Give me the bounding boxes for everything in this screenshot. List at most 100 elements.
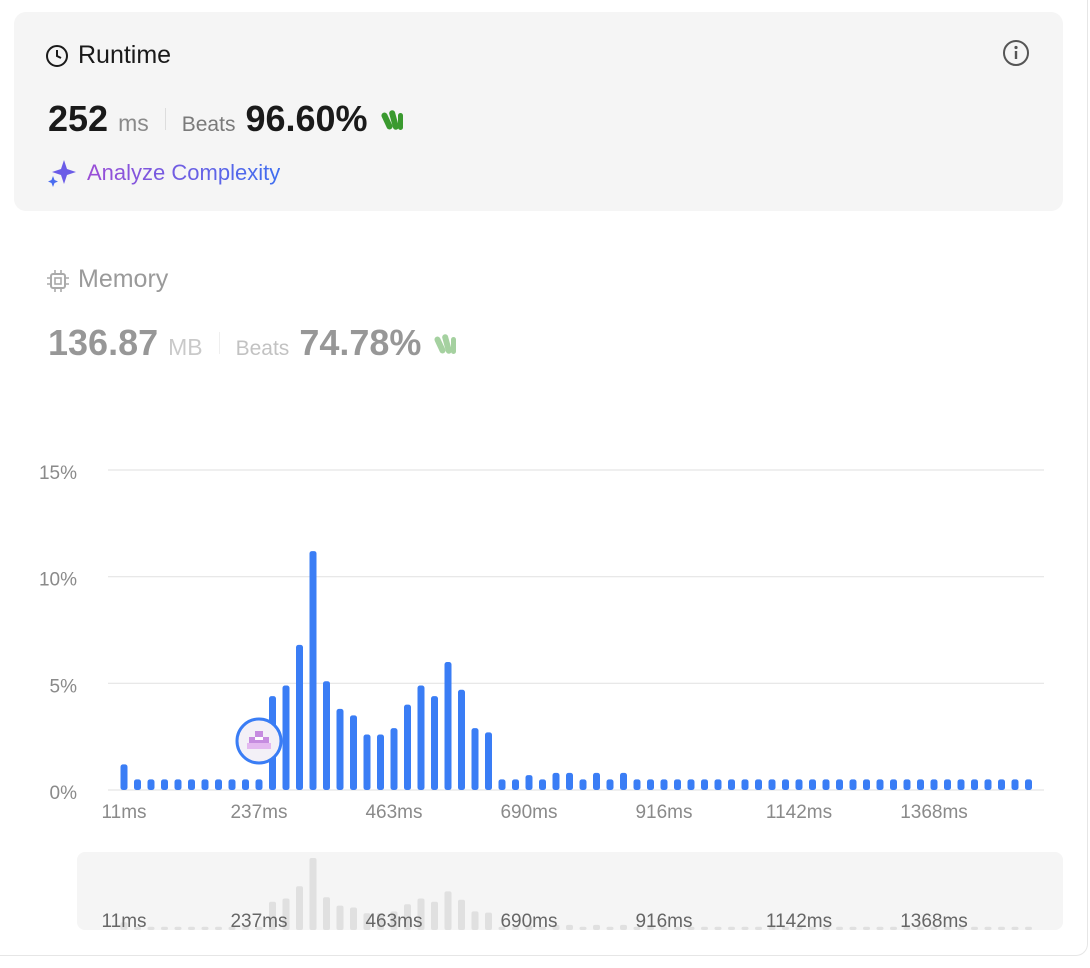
separator	[164, 108, 166, 130]
overview-bar	[552, 924, 560, 930]
overview-bar	[606, 926, 614, 930]
info-icon[interactable]	[1002, 39, 1030, 67]
x-tick-label: 690ms	[500, 802, 557, 823]
overview-bar	[768, 926, 776, 930]
overview-bar	[336, 905, 344, 930]
bar	[431, 696, 438, 790]
overview-tick-label: 463ms	[365, 911, 422, 932]
runtime-title: Runtime	[78, 41, 172, 69]
overview-bar	[525, 925, 533, 930]
y-tick-label: 15%	[39, 463, 77, 484]
overview-bar	[566, 924, 573, 930]
bar	[539, 779, 546, 790]
overview-bar	[903, 926, 911, 930]
bar	[215, 779, 222, 790]
bar	[134, 779, 141, 790]
bar	[944, 779, 951, 790]
overview-bar	[822, 926, 830, 930]
overview-bar	[201, 926, 209, 930]
bar	[728, 779, 735, 790]
bar	[552, 772, 560, 790]
distribution-chart: 0% 5% 10% 15% 11ms 11ms 237ms 237ms 463ms 463ms 69…	[39, 463, 1063, 932]
bar	[404, 704, 411, 790]
bar	[714, 779, 722, 790]
overview-bar	[404, 904, 411, 930]
bar	[309, 551, 317, 790]
memory-unit: MB	[168, 334, 203, 360]
x-tick-label: 237ms	[230, 802, 287, 823]
overview-bar	[147, 926, 155, 930]
clock-icon	[46, 45, 68, 67]
bar	[593, 772, 600, 790]
analyze-complexity[interactable]: Analyze Complexity	[87, 160, 281, 185]
overview-bar	[863, 926, 870, 930]
overview-bar	[444, 891, 452, 930]
bar	[1025, 779, 1032, 790]
overview-bar	[1011, 926, 1019, 930]
user-marker	[235, 717, 283, 765]
overview-bar	[471, 911, 479, 930]
overview-bar	[647, 926, 654, 930]
bar	[755, 779, 762, 790]
bar	[471, 728, 479, 790]
overview-bar	[350, 907, 357, 930]
bar	[606, 779, 614, 790]
bar	[242, 779, 249, 790]
bar	[296, 644, 303, 790]
clap-icon	[381, 110, 403, 130]
overview-bar	[728, 926, 735, 930]
overview-bar	[917, 926, 924, 930]
bar	[458, 689, 465, 790]
y-tick-label: 0%	[50, 783, 78, 804]
bar	[741, 779, 749, 790]
bar	[957, 779, 965, 790]
overview-bar	[755, 926, 762, 930]
overview-bar	[174, 926, 182, 930]
bar	[255, 779, 263, 790]
bar	[822, 779, 830, 790]
overview-bar	[944, 926, 951, 930]
overview-bar	[660, 926, 668, 930]
bar	[444, 662, 452, 790]
bar	[660, 779, 668, 790]
overview-bar	[188, 926, 195, 930]
overview-bar	[498, 926, 506, 930]
memory-title: Memory	[78, 265, 169, 293]
x-tick-label: 916ms	[635, 802, 692, 823]
overview-bar	[674, 926, 681, 930]
beats-label: Beats	[181, 113, 236, 136]
overview-tick-label: 690ms	[500, 911, 557, 932]
overview-bar	[377, 913, 384, 930]
bar	[849, 779, 857, 790]
overview-bar	[458, 899, 465, 930]
beats-label: Beats	[235, 337, 290, 360]
y-tick-label: 5%	[50, 676, 78, 697]
x-tick-label: 463ms	[365, 802, 422, 823]
bar	[795, 779, 803, 790]
overview-bar	[876, 926, 884, 930]
bar	[633, 779, 641, 790]
overview-bar	[836, 926, 843, 930]
overview-bar	[228, 926, 236, 930]
overview-bar	[890, 926, 897, 930]
bar	[512, 779, 519, 790]
bar	[890, 779, 897, 790]
overview-bar	[741, 926, 749, 930]
chip-icon	[47, 270, 69, 292]
overview-bar	[849, 926, 857, 930]
bar	[323, 681, 330, 790]
bar	[417, 685, 425, 790]
bar	[228, 779, 236, 790]
overview-bar	[431, 901, 438, 930]
bar	[350, 715, 357, 790]
bar	[674, 779, 681, 790]
overview-bar	[296, 886, 303, 930]
bar	[1011, 779, 1019, 790]
bar	[903, 779, 911, 790]
bar	[836, 779, 843, 790]
overview-bar	[984, 926, 992, 930]
overview-bar	[701, 926, 708, 930]
overview-bar	[1025, 926, 1032, 930]
runtime-stats: 252 ms Beats 96.60%	[48, 98, 408, 140]
bar	[566, 772, 573, 790]
